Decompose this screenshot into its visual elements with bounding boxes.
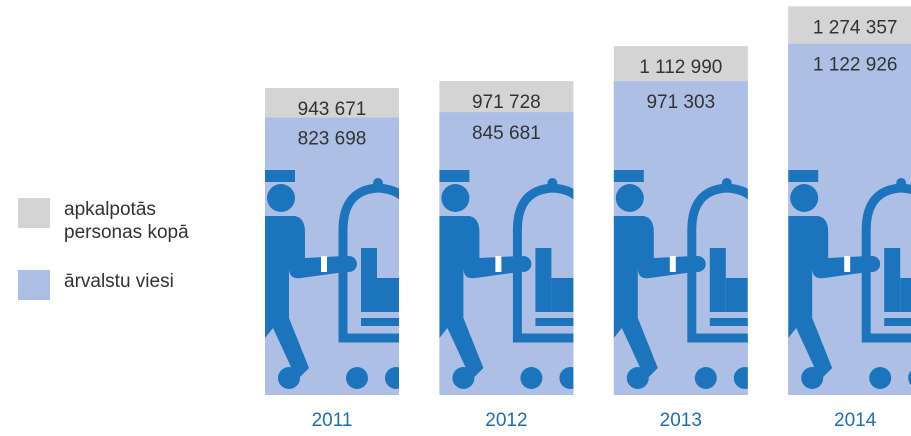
- legend-item: apkalpotās personas kopā: [18, 198, 234, 244]
- bar-group: 1 112 990 971 303: [613, 46, 764, 396]
- legend-item: ārvalstu viesi: [18, 270, 234, 300]
- x-tick-label: 2011: [312, 410, 353, 431]
- bar-group: 971 728 845 681: [439, 81, 574, 396]
- value-label: 1 274 357: [813, 17, 898, 38]
- value-label: 1 112 990: [639, 57, 722, 78]
- x-tick-label: 2013: [660, 410, 702, 431]
- value-label: 1 122 926: [813, 55, 898, 76]
- value-label: 845 681: [472, 123, 541, 144]
- legend-swatch: [18, 198, 50, 228]
- value-label: 823 698: [298, 129, 367, 150]
- x-tick-label: 2014: [834, 410, 877, 431]
- legend-swatch: [18, 270, 50, 300]
- value-label: 943 671: [298, 99, 367, 120]
- value-label: 971 728: [472, 92, 541, 113]
- bar-group: 1 274 357 1 122 926: [788, 6, 911, 395]
- value-label: 971 303: [646, 92, 715, 113]
- bar-group: 943 671 823 698: [265, 87, 399, 395]
- legend-label: apkalpotās personas kopā: [64, 199, 189, 243]
- x-tick-label: 2012: [485, 410, 527, 431]
- legend-label: ārvalstu viesi: [64, 271, 174, 292]
